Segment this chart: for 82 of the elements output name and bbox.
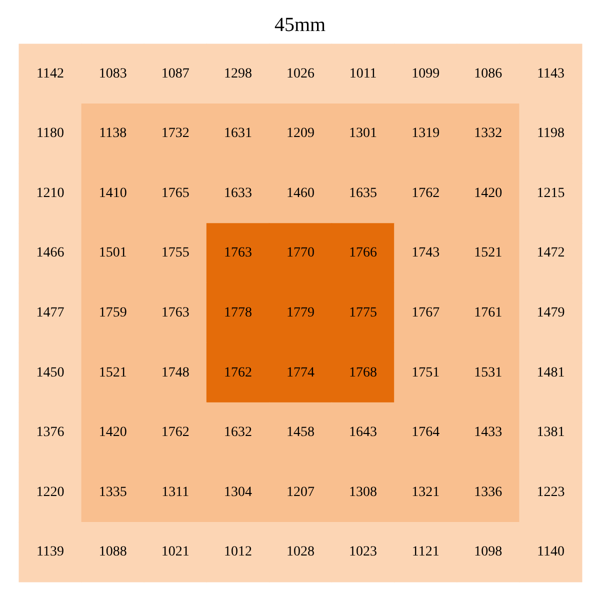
data-label: 1012 (224, 544, 252, 560)
data-label: 1086 (474, 66, 502, 82)
data-label: 1311 (162, 484, 190, 500)
data-label: 1198 (536, 126, 564, 142)
data-label: 1767 (412, 306, 440, 320)
data-label: 1778 (224, 306, 252, 320)
data-label: 1319 (412, 126, 440, 142)
data-label: 1121 (412, 544, 440, 560)
data-label: 1433 (474, 425, 502, 440)
data-label: 1751 (412, 365, 440, 380)
data-label: 1083 (98, 66, 127, 82)
data-label: 1633 (224, 186, 252, 201)
data-label: 1755 (161, 246, 190, 261)
data-label: 1301 (349, 126, 378, 142)
data-label: 1764 (412, 425, 440, 440)
data-label: 1643 (349, 425, 378, 440)
data-label: 1011 (349, 66, 377, 82)
data-label: 1023 (349, 544, 378, 560)
data-label: 1143 (536, 66, 564, 82)
data-label: 1743 (412, 246, 440, 261)
data-label: 1450 (36, 365, 64, 380)
data-label: 1335 (98, 484, 127, 500)
data-label: 1088 (98, 544, 127, 560)
data-label: 1632 (224, 425, 252, 440)
data-label: 1381 (536, 425, 565, 440)
data-label: 1376 (36, 425, 64, 440)
data-label: 1763 (224, 246, 252, 261)
data-label: 1026 (286, 66, 314, 82)
data-label: 1759 (98, 306, 127, 320)
data-label: 1762 (161, 425, 190, 440)
data-label: 1765 (161, 186, 190, 201)
data-label: 1220 (36, 484, 64, 500)
data-label: 1332 (474, 126, 502, 142)
data-label: 1762 (224, 365, 252, 380)
data-label: 1521 (98, 365, 127, 380)
data-label: 1762 (412, 186, 440, 201)
data-label: 1774 (286, 365, 314, 380)
data-label: 1420 (474, 186, 502, 201)
data-label: 1138 (99, 126, 127, 142)
data-label: 1531 (474, 365, 502, 380)
data-label: 1481 (536, 365, 565, 380)
data-label: 1460 (286, 186, 314, 201)
data-label: 1766 (349, 246, 378, 261)
data-label: 1099 (412, 66, 440, 82)
data-label: 1472 (536, 246, 565, 261)
data-label: 1770 (286, 246, 314, 261)
data-label: 1087 (161, 66, 190, 82)
data-label: 1420 (98, 425, 127, 440)
data-label: 1779 (286, 306, 314, 320)
data-label: 1761 (474, 306, 502, 320)
data-label: 1635 (349, 186, 378, 201)
data-label: 1521 (474, 246, 502, 261)
data-label: 1139 (36, 544, 64, 560)
data-label: 1458 (286, 425, 314, 440)
data-label: 1768 (349, 365, 378, 380)
data-label: 1501 (98, 246, 127, 261)
data-label: 1479 (536, 306, 565, 320)
data-label: 1477 (36, 306, 64, 320)
data-label: 1321 (412, 484, 440, 500)
data-label: 1748 (161, 365, 190, 380)
data-label: 1631 (224, 126, 252, 142)
data-label: 1308 (349, 484, 378, 500)
data-label: 1215 (536, 186, 565, 201)
data-label: 1336 (474, 484, 502, 500)
data-label: 1098 (474, 544, 502, 560)
data-label: 1180 (36, 126, 64, 142)
data-label: 1207 (286, 484, 314, 500)
data-label: 1410 (98, 186, 127, 201)
data-label: 1021 (161, 544, 190, 560)
data-label: 1304 (224, 484, 252, 500)
data-label: 1210 (36, 186, 64, 201)
data-label: 1209 (286, 126, 314, 142)
data-label: 1028 (286, 544, 314, 560)
data-label: 1775 (349, 306, 378, 320)
data-label: 1223 (536, 484, 565, 500)
data-label: 1140 (536, 544, 564, 560)
data-label: 1732 (161, 126, 190, 142)
chart-title: 45mm (274, 14, 326, 36)
data-label: 1142 (36, 66, 64, 82)
data-label: 1298 (224, 66, 252, 82)
data-label: 1466 (36, 246, 64, 261)
data-label: 1763 (161, 306, 190, 320)
